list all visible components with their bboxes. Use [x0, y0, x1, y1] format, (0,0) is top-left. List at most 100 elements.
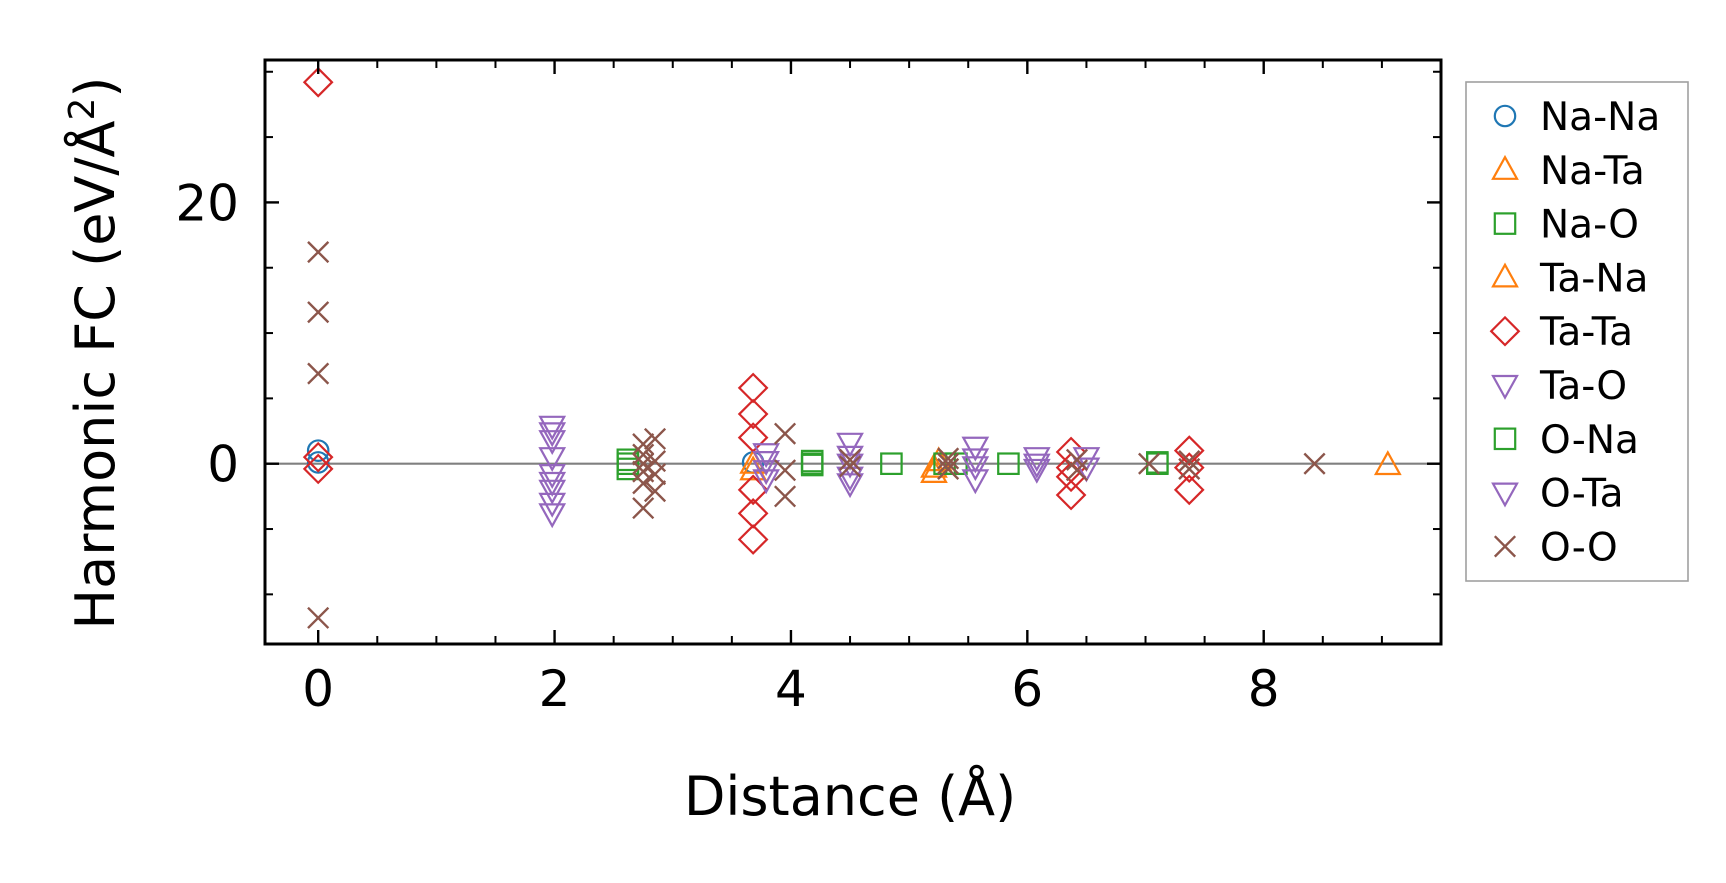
- legend-entry: O-O: [1493, 525, 1618, 570]
- data-point: [961, 448, 990, 474]
- data-point: [632, 433, 655, 456]
- data-point: [302, 441, 334, 473]
- markers: [302, 66, 1402, 629]
- data-point: [538, 447, 567, 473]
- legend-marker: [1493, 427, 1517, 451]
- data-point: [643, 480, 667, 503]
- data-point: [1178, 450, 1201, 473]
- x-tick-label: 2: [539, 660, 571, 718]
- series-na-na: [306, 439, 765, 474]
- data-point: [880, 452, 903, 476]
- data-point: [538, 471, 567, 497]
- data-point: [302, 453, 334, 485]
- legend-label: Ta-Na: [1539, 256, 1648, 301]
- data-point: [1022, 458, 1051, 484]
- legend-label: Na-Na: [1540, 95, 1660, 140]
- data-point: [632, 472, 655, 495]
- data-point: [997, 452, 1020, 476]
- y-tick-label: 20: [175, 174, 239, 232]
- data-point: [937, 452, 960, 475]
- series-ta-o: [538, 415, 1101, 529]
- series-o-o: [307, 241, 1326, 629]
- data-point: [1178, 457, 1201, 480]
- x-tick-label: 8: [1248, 660, 1280, 718]
- legend-entry: O-Na: [1493, 418, 1639, 463]
- data-point: [800, 449, 824, 473]
- legend-entry: Ta-Ta: [1489, 310, 1633, 355]
- legend-label: Ta-O: [1539, 364, 1627, 409]
- data-point: [538, 503, 567, 529]
- legend-entry: Ta-Na: [1491, 256, 1648, 301]
- data-point: [538, 415, 567, 441]
- data-point: [1072, 457, 1101, 483]
- data-point: [836, 445, 864, 471]
- x-axis-label: Distance (Å): [684, 764, 1016, 828]
- legend-marker: [1491, 482, 1519, 508]
- data-point: [773, 485, 797, 508]
- data-point: [307, 606, 330, 629]
- data-point: [643, 427, 667, 450]
- legend-label: O-O: [1540, 525, 1618, 570]
- y-axis-label: Harmonic FC (eV/Å2): [62, 77, 127, 630]
- y-axis-label-main: Harmonic FC (eV/Å: [63, 120, 127, 629]
- data-point: [1173, 435, 1205, 466]
- legend-box: [1465, 81, 1689, 582]
- data-point: [538, 479, 567, 505]
- data-point: [1065, 459, 1089, 482]
- legend-entry: O-Ta: [1491, 472, 1624, 517]
- data-point: [752, 450, 780, 476]
- legend-marker: [1491, 262, 1519, 288]
- data-point: [643, 463, 667, 486]
- data-point: [632, 497, 655, 520]
- data-point: [538, 422, 567, 448]
- data-point: [1173, 452, 1205, 483]
- data-point: [752, 443, 780, 469]
- y-tick-label: 0: [207, 436, 239, 494]
- data-point: [1303, 452, 1326, 475]
- x-tick-label: 6: [1011, 660, 1043, 718]
- data-point: [838, 448, 862, 471]
- data-point: [538, 464, 567, 490]
- data-point: [306, 451, 330, 474]
- x-tick-label: 0: [302, 660, 334, 718]
- plot-frame: [263, 58, 1443, 646]
- legend-label: Na-O: [1540, 203, 1639, 248]
- data-point: [937, 457, 960, 480]
- data-point: [307, 241, 330, 264]
- data-point: [773, 422, 797, 445]
- data-point: [737, 398, 769, 430]
- legend-label: Na-Ta: [1540, 149, 1645, 194]
- data-point: [737, 372, 769, 404]
- data-point: [838, 455, 862, 478]
- data-point: [306, 439, 330, 462]
- data-point: [307, 301, 330, 324]
- legend-marker: [1489, 315, 1521, 347]
- legend-label: O-Ta: [1540, 472, 1624, 517]
- x-tick-label: 4: [775, 660, 807, 718]
- data-point: [752, 460, 780, 486]
- data-point: [1055, 479, 1087, 511]
- legend-entry: Na-Na: [1493, 95, 1660, 140]
- legend-label: O-Na: [1540, 418, 1639, 463]
- legend-marker: [1491, 374, 1519, 400]
- data-point: [616, 452, 640, 476]
- data-point: [307, 362, 330, 385]
- data-point: [961, 456, 990, 482]
- legend-marker: [1491, 154, 1519, 180]
- data-point: [773, 459, 797, 482]
- data-point: [1373, 450, 1402, 476]
- data-point: [836, 432, 864, 458]
- y-axis-label-superscript: 2: [62, 98, 103, 121]
- y-axis-label-tail: ): [64, 77, 127, 98]
- data-point: [302, 66, 334, 98]
- legend: Na-Na Na-Ta Na-O Ta-Na Ta-Ta Ta-O O-Na O-Ta O-O: [1465, 81, 1689, 582]
- data-point: [632, 443, 655, 466]
- legend-marker: [1493, 535, 1517, 558]
- axes: 0 2 4 6 8 0 20: [175, 58, 1443, 718]
- plot-area: [265, 66, 1441, 629]
- data-point: [1138, 452, 1161, 475]
- data-point: [1173, 474, 1205, 506]
- data-point: [937, 447, 960, 470]
- data-point: [752, 469, 780, 495]
